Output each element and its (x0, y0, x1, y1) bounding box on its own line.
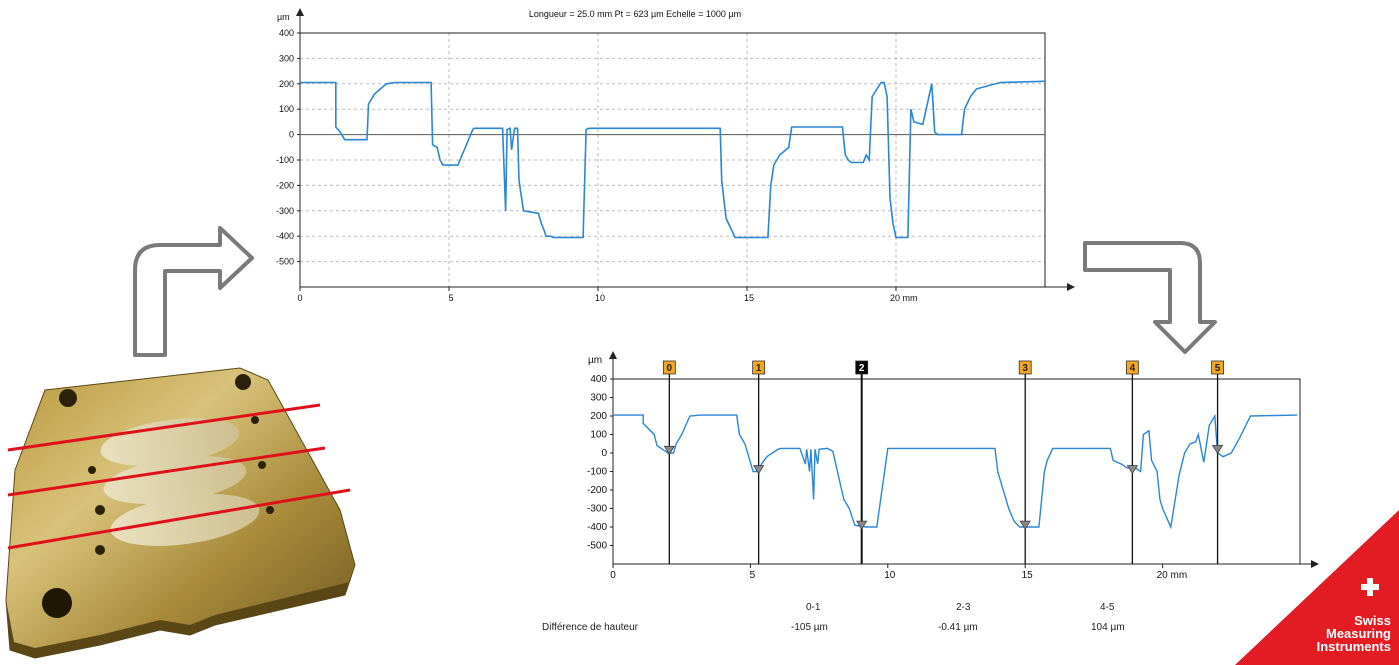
marker-label-box[interactable] (1018, 360, 1032, 375)
hole (59, 389, 77, 407)
y-tick-label: 100 (279, 104, 294, 114)
x-tick-label: 0 (297, 293, 302, 303)
hole (95, 545, 105, 555)
hole (95, 505, 105, 515)
col-header-4-5: 4-5 (1100, 602, 1115, 613)
pocket-1 (100, 418, 240, 466)
y-tick-label: -500 (587, 541, 607, 552)
pocket-2 (103, 456, 247, 504)
hole (266, 506, 274, 514)
plate-edge (6, 565, 355, 658)
laser-scan-line-1 (7, 403, 321, 452)
swiss-measuring-instruments-logo: Swiss Measuring Instruments (1235, 510, 1399, 665)
hole (88, 466, 96, 474)
x-tick-label: 20 mm (890, 293, 918, 303)
y-tick-label: 200 (590, 411, 607, 422)
marker-label: 4 (1130, 363, 1136, 374)
right-down-arrow-icon (1083, 241, 1217, 354)
height-difference-table: 0-1 2-3 4-5 Différence de hauteur -105 µ… (540, 598, 1240, 643)
bottom-chart-y-arrow (609, 351, 617, 359)
marker-label-box[interactable] (1125, 360, 1139, 375)
x-tick-label: 5 (750, 570, 756, 581)
y-tick-label: 400 (279, 28, 294, 38)
y-tick-label: -100 (276, 155, 294, 165)
marker-label: 0 (667, 363, 673, 374)
bottom-chart-x-ticks: 0 5 10 15 20 mm (610, 564, 1187, 581)
x-tick-label: 5 (448, 293, 453, 303)
x-tick-label: 10 (595, 293, 605, 303)
value-0-1: -105 µm (791, 622, 828, 633)
logo-text-instruments: Instruments (1316, 639, 1391, 654)
x-tick-label: 15 (1022, 570, 1034, 581)
marker-label-box[interactable] (662, 360, 676, 375)
row-label: Différence de hauteur (542, 622, 638, 633)
bottom-chart-frame (612, 378, 1301, 565)
x-tick-label: 0 (610, 570, 616, 581)
brass-plate-photo (5, 367, 356, 659)
col-header-2-3: 2-3 (956, 602, 971, 613)
marker-label-box[interactable] (752, 360, 766, 375)
marker-point (663, 445, 675, 455)
hole (258, 461, 266, 469)
y-tick-label: 300 (590, 393, 607, 404)
x-tick-label: 15 (744, 293, 754, 303)
y-tick-label: 400 (590, 374, 607, 385)
y-tick-label: -300 (587, 504, 607, 515)
hole (251, 416, 259, 424)
top-chart-frame (299, 32, 1046, 288)
y-tick-label: -400 (276, 231, 294, 241)
marker-label-box[interactable] (855, 360, 869, 375)
bottom-chart-x-arrow (1311, 560, 1319, 568)
marker-point (1019, 520, 1031, 530)
bottom-profile-trace (613, 413, 1298, 530)
top-profile-trace (300, 80, 1046, 239)
top-chart-grid (300, 32, 1045, 287)
top-chart-x-arrow (1067, 283, 1075, 291)
top-chart-y-unit: µm (277, 12, 290, 22)
marker-point (1211, 444, 1224, 454)
marker-label: 2 (859, 363, 865, 374)
top-profile-chart: Longueur = 25.0 mm Pt = 623 µm Echelle =… (276, 8, 1075, 303)
y-tick-label: 0 (601, 448, 607, 459)
hole (235, 374, 251, 390)
y-tick-label: -400 (587, 522, 607, 533)
marker-label-box[interactable] (1211, 360, 1224, 375)
y-tick-label: 300 (279, 53, 294, 63)
value-4-5: 104 µm (1091, 622, 1125, 633)
logo-text-swiss: Swiss (1354, 613, 1391, 628)
marker-label: 3 (1022, 363, 1028, 374)
bottom-chart-markers: 0 1 2 3 4 5 (662, 360, 1224, 564)
top-chart-y-ticks: 400 300 200 100 0 -100 -200 -300 -400 -500 (276, 28, 300, 267)
y-tick-label: -500 (276, 257, 294, 267)
top-chart-y-arrow (296, 8, 304, 16)
y-tick-label: 200 (279, 79, 294, 89)
bottom-chart-y-unit: µm (588, 355, 602, 366)
laser-scan-line-3 (7, 488, 351, 550)
marker-point (1126, 465, 1139, 475)
marker-point (856, 520, 868, 530)
marker-point (753, 465, 765, 475)
logo-text-measuring: Measuring (1325, 626, 1391, 641)
hole (42, 588, 72, 618)
y-tick-label: 100 (590, 430, 607, 441)
y-tick-label: 0 (289, 130, 294, 140)
up-right-arrow-icon (133, 226, 254, 357)
y-tick-label: -200 (587, 485, 607, 496)
value-2-3: -0.41 µm (938, 622, 978, 633)
laser-scan-line-2 (7, 446, 326, 497)
y-tick-label: -200 (276, 180, 294, 190)
x-tick-label: 10 (884, 570, 896, 581)
top-chart-x-ticks: 0 5 10 15 20 mm (297, 287, 918, 303)
col-header-0-1: 0-1 (806, 602, 821, 613)
y-tick-label: -300 (276, 206, 294, 216)
pocket-3 (110, 494, 260, 546)
bottom-chart-y-ticks: 400 300 200 100 0 -100 -200 -300 -400 -500 (587, 374, 613, 552)
marker-label: 5 (1215, 363, 1221, 374)
marker-label: 1 (756, 363, 762, 374)
y-tick-label: -100 (587, 467, 607, 478)
top-chart-title: Longueur = 25.0 mm Pt = 623 µm Echelle =… (529, 9, 741, 19)
x-tick-label: 20 mm (1157, 570, 1188, 581)
